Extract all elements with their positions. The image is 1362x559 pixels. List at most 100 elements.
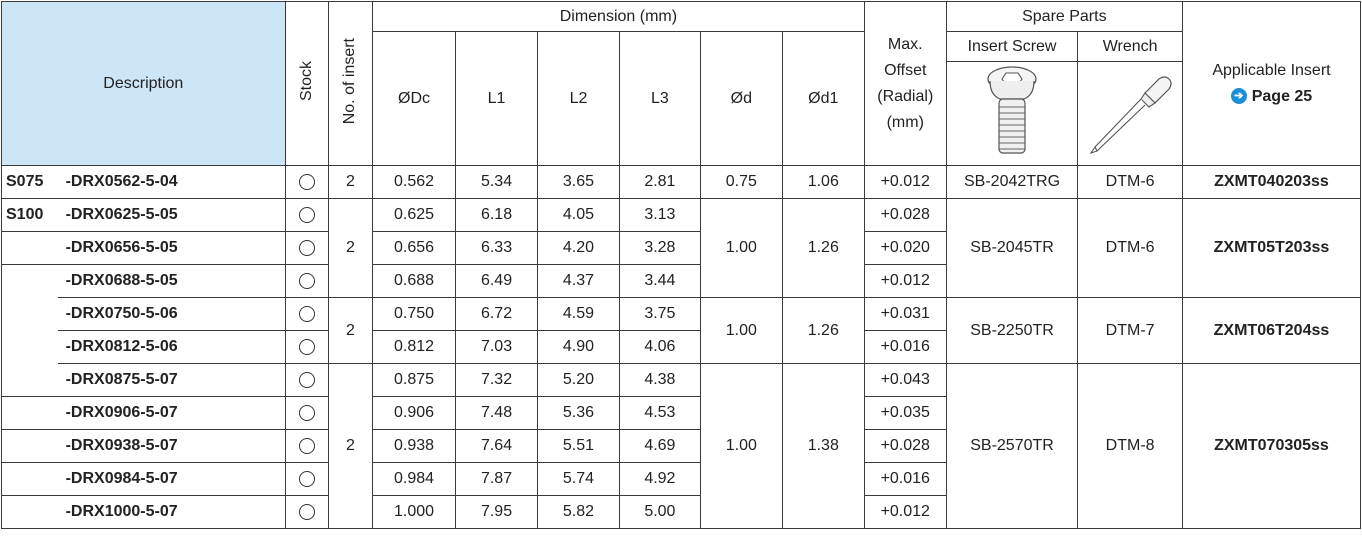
stock-available-icon <box>298 239 315 256</box>
series-code <box>0 297 58 331</box>
model-number: -DRX0625-5-05 <box>57 198 286 232</box>
max-offset: +0.020 <box>863 231 947 265</box>
series-code <box>0 231 58 265</box>
stock-available-icon <box>298 272 315 289</box>
stock-available-icon <box>298 470 315 487</box>
spare-parts-header: Spare Parts <box>945 1 1183 32</box>
model-number: -DRX0906-5-07 <box>57 396 286 430</box>
insert-screw-code: SB-2250TR <box>945 297 1079 364</box>
dim-l2: 4.20 <box>537 231 620 265</box>
dim-d: 1.00 <box>699 297 783 364</box>
stock-indicator <box>284 297 329 331</box>
series-code <box>0 462 58 496</box>
series-code <box>0 330 58 364</box>
dim-dc: 0.984 <box>371 462 457 496</box>
dim-l2: 5.20 <box>537 363 620 397</box>
dim-dc: 0.625 <box>371 198 457 232</box>
dim-dc: 0.656 <box>371 231 457 265</box>
insert-count: 2 <box>327 198 374 298</box>
wrench-code: DTM-6 <box>1077 198 1183 298</box>
stock-indicator <box>284 429 329 463</box>
applicable-insert-code: ZXMT040203ss <box>1181 165 1362 199</box>
model-number: -DRX0938-5-07 <box>57 429 286 463</box>
insert-count: 2 <box>327 165 374 199</box>
dim-d1: 1.38 <box>781 363 865 529</box>
wrench-code: DTM-6 <box>1077 165 1183 199</box>
applicable-insert-header: Applicable Insert ➔ Page 25 <box>1181 1 1362 166</box>
table-row: S075 -DRX0562-5-04 2 0.562 5.34 3.65 2.81 0.75 1… <box>0 165 1362 199</box>
max-offset: +0.035 <box>863 396 947 430</box>
insert-count: 2 <box>327 297 374 364</box>
stock-available-icon <box>298 503 315 520</box>
stock-available-icon <box>298 371 315 388</box>
dim-l1: 7.64 <box>455 429 538 463</box>
dim-d: 1.00 <box>699 198 783 298</box>
dim-l3: 4.38 <box>618 363 701 397</box>
table-row: -DRX0938-5-07 0.938 7.64 5.51 4.69 +0.028 <box>0 429 1361 463</box>
insert-screw-image <box>945 61 1079 166</box>
model-number: -DRX0984-5-07 <box>57 462 286 496</box>
dimension-header: Dimension (mm) <box>372 1 865 32</box>
stock-indicator <box>284 363 329 397</box>
dim-l2: 5.74 <box>537 462 620 496</box>
max-offset-header: Max. Offset (Radial) (mm) <box>863 1 947 166</box>
dim-l1: 6.72 <box>455 297 538 331</box>
dim-l3: 4.69 <box>618 429 701 463</box>
wrench-code: DTM-7 <box>1077 297 1183 364</box>
stock-indicator <box>284 165 329 199</box>
series-code <box>0 396 58 430</box>
dim-header-d: Ød <box>699 31 783 166</box>
series-code <box>0 264 58 298</box>
table-row: -DRX0656-5-05 0.656 6.33 4.20 3.28 +0.020 <box>0 231 1361 265</box>
insert-screw-code: SB-2042TRG <box>945 165 1079 199</box>
table-row: S100 -DRX0625-5-05 2 0.625 6.18 4.05 3.13 1.00 1… <box>0 198 1362 298</box>
dim-dc: 0.688 <box>371 264 457 298</box>
stock-available-icon <box>298 173 315 190</box>
stock-available-icon <box>298 206 315 223</box>
dim-l2: 4.37 <box>537 264 620 298</box>
table-row: -DRX0906-5-07 0.906 7.48 5.36 4.53 +0.035 <box>0 396 1361 430</box>
dim-dc: 0.562 <box>371 165 457 199</box>
stock-indicator <box>284 495 329 529</box>
stock-available-icon <box>298 404 315 421</box>
table-row: -DRX0812-5-06 0.812 7.03 4.90 4.06 +0.016 <box>0 330 1361 364</box>
dim-dc: 0.906 <box>371 396 457 430</box>
dim-d1: 1.26 <box>781 198 865 298</box>
dim-l2: 5.82 <box>537 495 620 529</box>
dim-l3: 3.44 <box>618 264 701 298</box>
dim-d: 1.00 <box>699 363 783 529</box>
dim-l2: 3.65 <box>537 165 620 199</box>
dim-d1: 1.06 <box>781 165 865 199</box>
stock-indicator <box>284 231 329 265</box>
wrench-code: DTM-8 <box>1077 363 1183 529</box>
page-reference-link[interactable]: ➔ Page 25 <box>1230 88 1312 105</box>
dim-header-l1: L1 <box>455 31 538 166</box>
arrow-right-circle-icon: ➔ <box>1230 88 1247 105</box>
model-number: -DRX0688-5-05 <box>57 264 286 298</box>
dim-l1: 6.33 <box>455 231 538 265</box>
model-number: -DRX0750-5-06 <box>57 297 286 331</box>
max-offset: +0.031 <box>863 297 947 331</box>
stock-available-icon <box>298 338 315 355</box>
screwdriver-wrench-icon <box>1089 76 1172 155</box>
dim-header-l3: L3 <box>618 31 701 166</box>
insert-screw-code: SB-2045TR <box>945 198 1079 298</box>
series-code <box>0 495 58 529</box>
insert-screw-code: SB-2570TR <box>945 363 1079 529</box>
series-code <box>0 363 58 397</box>
max-offset: +0.012 <box>863 495 947 529</box>
stock-indicator <box>284 396 329 430</box>
dim-d1: 1.26 <box>781 297 865 364</box>
model-number: -DRX1000-5-07 <box>57 495 286 529</box>
dim-header-dc: ØDc <box>371 31 457 166</box>
max-offset: +0.016 <box>863 462 947 496</box>
stock-available-icon <box>298 437 315 454</box>
wrench-header: Wrench <box>1077 31 1183 62</box>
max-offset: +0.012 <box>863 264 947 298</box>
dim-l2: 5.36 <box>537 396 620 430</box>
description-header: Description <box>1 1 286 166</box>
series-code: S075 <box>0 165 58 199</box>
dim-l3: 4.92 <box>618 462 701 496</box>
model-number: -DRX0812-5-06 <box>57 330 286 364</box>
dim-header-d1: Ød1 <box>781 31 865 166</box>
